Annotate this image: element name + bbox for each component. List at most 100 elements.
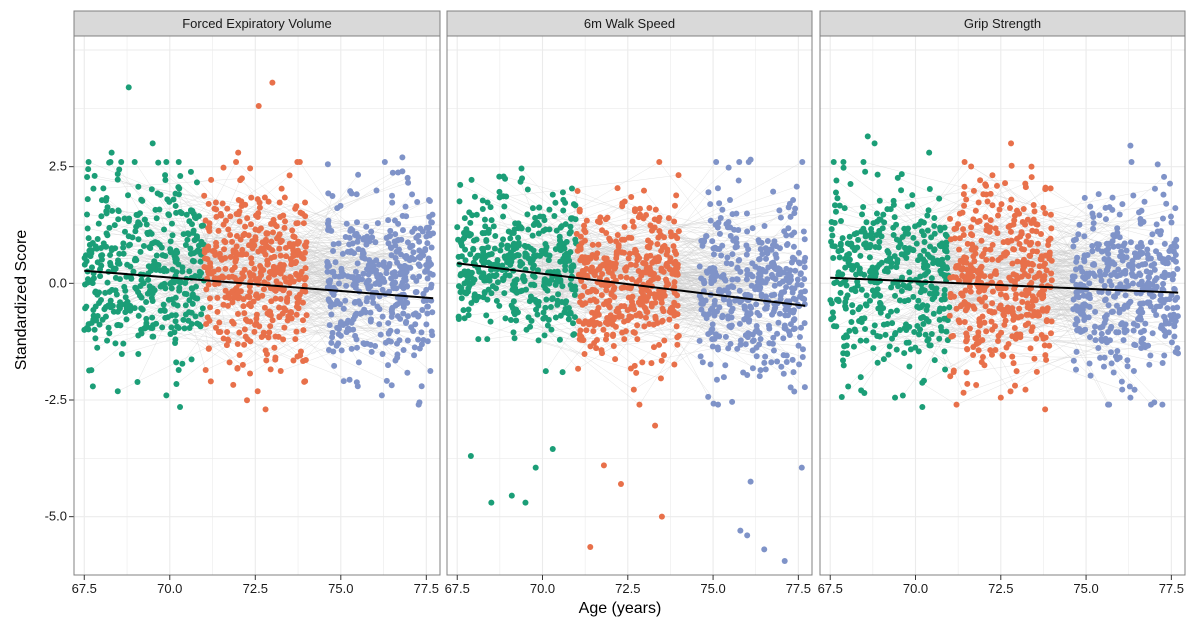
data-point <box>725 164 732 171</box>
data-point <box>302 356 309 363</box>
data-point <box>194 295 201 302</box>
data-point <box>1002 292 1009 299</box>
data-point <box>1147 255 1154 262</box>
data-point <box>656 341 663 348</box>
data-point <box>297 209 304 216</box>
data-point <box>769 242 776 249</box>
data-point <box>201 264 208 271</box>
data-point <box>512 220 519 227</box>
data-point <box>1024 216 1031 223</box>
data-point <box>647 222 654 229</box>
data-point <box>796 333 803 340</box>
data-point <box>542 285 549 292</box>
data-point <box>643 308 650 315</box>
data-point <box>791 388 798 395</box>
data-point <box>326 322 333 329</box>
x-tick-label: 77.5 <box>414 581 439 596</box>
data-point <box>572 216 579 223</box>
data-point <box>987 273 994 280</box>
data-point <box>761 223 768 230</box>
data-point <box>890 197 897 204</box>
data-point <box>471 193 478 200</box>
data-point <box>966 325 973 332</box>
data-point <box>839 235 846 242</box>
data-point <box>931 214 938 221</box>
data-point <box>416 262 423 269</box>
data-point <box>785 225 792 232</box>
data-point <box>654 241 661 248</box>
data-point <box>783 265 790 272</box>
data-point <box>106 159 113 166</box>
data-point <box>576 208 583 215</box>
data-point <box>1172 317 1179 324</box>
data-point <box>1034 240 1041 247</box>
data-point <box>899 274 906 281</box>
data-point <box>988 351 995 358</box>
data-point <box>1101 354 1108 361</box>
data-point <box>723 260 730 267</box>
data-point <box>157 191 164 198</box>
data-point <box>1107 325 1114 332</box>
data-point <box>461 268 468 275</box>
data-point <box>916 331 923 338</box>
data-point <box>1040 204 1047 211</box>
panel-border <box>73 35 441 576</box>
data-point <box>362 237 369 244</box>
data-point <box>716 230 723 237</box>
data-point <box>915 257 922 264</box>
data-point <box>284 294 291 301</box>
data-point <box>234 365 241 372</box>
data-point <box>205 281 212 288</box>
data-point <box>893 346 900 353</box>
data-point <box>344 273 351 280</box>
facet-title: 6m Walk Speed <box>584 16 675 31</box>
data-point <box>1128 159 1135 165</box>
data-point <box>718 252 725 259</box>
data-point <box>934 257 941 264</box>
data-point <box>728 308 735 315</box>
data-point <box>667 258 674 265</box>
data-point <box>120 340 127 347</box>
data-point <box>236 218 243 225</box>
data-point <box>995 337 1002 344</box>
data-point <box>120 244 127 251</box>
data-point <box>205 200 212 207</box>
data-point <box>871 322 878 329</box>
wave-2-points <box>946 140 1055 413</box>
data-point <box>842 264 849 271</box>
data-point <box>290 357 297 364</box>
data-point <box>238 203 245 210</box>
data-point <box>126 215 133 222</box>
data-point <box>1082 275 1089 282</box>
data-point <box>727 232 734 239</box>
data-point <box>576 336 583 343</box>
data-point <box>621 223 628 230</box>
data-point <box>145 276 152 283</box>
data-point <box>1081 316 1088 323</box>
data-point <box>418 329 425 336</box>
data-point <box>797 293 804 300</box>
data-point <box>863 292 870 299</box>
data-point <box>239 251 246 258</box>
data-point <box>794 276 801 283</box>
data-point <box>146 229 153 236</box>
data-point <box>376 321 383 328</box>
data-point <box>661 292 668 299</box>
data-point <box>1002 180 1009 187</box>
data-point <box>1005 239 1012 246</box>
data-point <box>277 252 284 259</box>
panel-border <box>446 35 813 576</box>
data-point <box>466 209 473 216</box>
data-point <box>837 242 844 249</box>
data-point <box>1019 219 1026 226</box>
data-point <box>602 336 609 343</box>
data-point <box>770 188 777 195</box>
data-point <box>583 327 590 334</box>
data-point <box>924 212 931 219</box>
data-point <box>274 235 281 242</box>
data-point <box>645 279 652 286</box>
data-point <box>922 270 929 277</box>
data-point <box>214 308 221 315</box>
data-point <box>796 260 803 267</box>
